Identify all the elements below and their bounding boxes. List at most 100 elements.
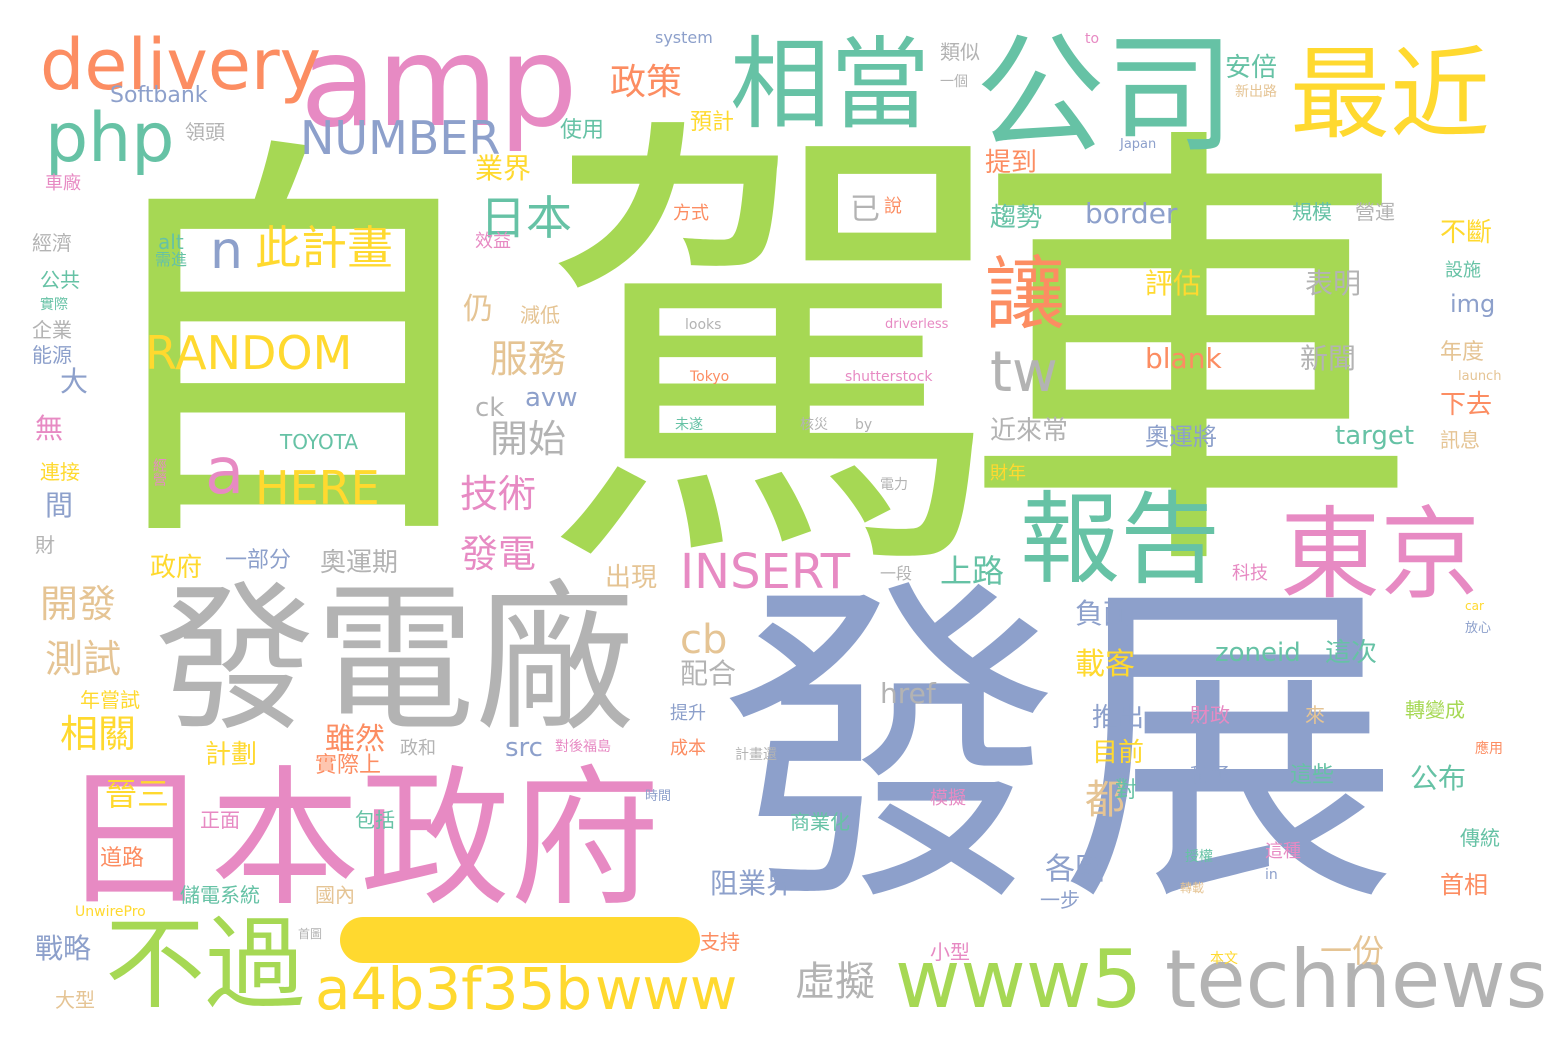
cloud-word: 奧運將 (1145, 423, 1217, 451)
cloud-word: 大型 (55, 988, 95, 1012)
cloud-word: 本文 (1210, 951, 1238, 967)
cloud-word: 公布 (1410, 762, 1467, 795)
cloud-word: 時間 (645, 789, 672, 804)
cloud-word: 最近 (1290, 36, 1490, 153)
cloud-word: src (505, 733, 543, 763)
cloud-word: 提升 (670, 703, 706, 724)
cloud-word: 載客 (1075, 647, 1135, 682)
cloud-word: 這次 (1325, 638, 1378, 668)
cloud-word: 道路 (100, 846, 145, 871)
cloud-word: 來 (1305, 703, 1325, 727)
cloud-word: 商業化 (790, 810, 850, 834)
cloud-word: 相當 (730, 26, 930, 143)
cloud-word: 傳統 (1460, 826, 1500, 850)
cloud-word: by (855, 417, 873, 433)
cloud-word: 日本政府 (60, 753, 661, 927)
cloud-word: 東京 (1280, 496, 1480, 613)
cloud-word: 發電廠 (155, 566, 636, 753)
cloud-word: 上路 (940, 552, 1005, 590)
cloud-word: shutterstock (845, 369, 933, 385)
cloud-word: 各國 (1045, 852, 1105, 887)
cloud-word: 相關 (60, 712, 137, 756)
cloud-word: 新出路 (1235, 84, 1277, 100)
cloud-word: 晉三 (105, 775, 170, 813)
cloud-word: 一步 (1040, 888, 1080, 912)
cloud-word: 車廠 (45, 173, 81, 194)
cloud-word: 公共 (40, 268, 80, 292)
cloud-word: 設施 (1445, 260, 1481, 281)
cloud-word: 配合 (680, 657, 737, 690)
cloud-word: 模擬 (930, 788, 966, 809)
cloud-word: technews (1165, 933, 1548, 1026)
cloud-word: 對後福島 (555, 739, 611, 755)
cloud-word: 說 (884, 196, 902, 217)
cloud-word: 一份 (1320, 932, 1385, 970)
cloud-word: 轉變成 (1405, 698, 1465, 722)
cloud-word: 不斷 (1440, 218, 1493, 248)
cloud-word: php (45, 99, 175, 178)
cloud-word: 企業 (32, 318, 72, 342)
cloud-word: 駕 (540, 81, 1010, 628)
cloud-word: n (210, 221, 243, 281)
cloud-word: 這些 (1290, 763, 1335, 788)
cloud-word: 年度 (1440, 340, 1485, 365)
cloud-word: cb (680, 617, 728, 663)
cloud-word: 應用 (1475, 741, 1503, 757)
cloud-word: 國內 (315, 883, 355, 907)
cloud-word: 核災 (800, 417, 828, 433)
cloud-word: 積極 (1190, 763, 1230, 787)
cloud-word: INSERT (680, 544, 851, 600)
cloud-word: delivery (40, 24, 322, 106)
cloud-word: 讓 (985, 248, 1065, 341)
cloud-word: looks (685, 317, 722, 333)
cloud-word: 首相 (1440, 871, 1488, 899)
cloud-word: 報告 (1020, 481, 1220, 598)
cloud-word: 政府 (150, 553, 203, 583)
cloud-word: 財政 (1190, 703, 1230, 727)
cloud-word: 無 (35, 412, 64, 445)
cloud-word: 授權 (1185, 849, 1213, 865)
cloud-word: www5 (895, 933, 1143, 1026)
cloud-word: 發電 (460, 532, 537, 576)
cloud-word: tw (990, 340, 1058, 405)
cloud-word: 營運 (1355, 200, 1395, 224)
cloud-word: 包括 (355, 808, 395, 832)
cloud-word: 此計畫 (255, 221, 393, 275)
cloud-word: 一個 (940, 74, 968, 90)
cloud-word: target (1335, 421, 1415, 451)
cloud-word: 減低 (520, 303, 560, 327)
cloud-word: 年嘗試 (80, 688, 140, 712)
cloud-word: 趨勢 (990, 203, 1043, 233)
cloud-word: 虛擬 (795, 959, 875, 1005)
cloud-word: 奧運期 (320, 548, 399, 578)
cloud-word: 安倍 (1225, 53, 1278, 83)
cloud-word: 發展 (720, 552, 1400, 948)
cloud-word: 小型 (930, 940, 970, 964)
cloud-word: launch (1458, 369, 1502, 384)
cloud-word: 規模 (1292, 200, 1332, 224)
cloud-word: a4b3f35b (315, 955, 593, 1023)
cloud-word: 政和 (400, 738, 436, 759)
cloud-word: 評估 (1145, 267, 1202, 300)
cloud-word: 技術 (460, 472, 537, 516)
cloud-word: car (1465, 599, 1484, 613)
cloud-word: 提到 (985, 148, 1038, 178)
cloud-word: 領頭 (185, 120, 225, 144)
cloud-word: 計劃 (205, 740, 258, 770)
cloud-word: 未遂 (675, 417, 703, 433)
cloud-word: in (1265, 867, 1278, 883)
cloud-word: 仍 (463, 292, 493, 327)
cloud-word: 新聞 (1300, 342, 1357, 375)
cloud-word: 財年 (990, 463, 1026, 484)
cloud-word: Tokyo (690, 369, 730, 385)
cloud-word: 成本 (670, 738, 706, 759)
cloud-word: 首圖 (298, 927, 323, 941)
cloud-word: 已 (850, 192, 880, 227)
cloud-word: 放心 (1465, 621, 1492, 636)
cloud-word: 實際 (40, 297, 68, 313)
cloud-word: 近來常 (990, 416, 1069, 446)
cloud-word: amp (300, 10, 578, 155)
cloud-word: avw (525, 383, 578, 413)
cloud-word: 出現 (605, 563, 658, 593)
cloud-word: 需進 (155, 250, 188, 269)
